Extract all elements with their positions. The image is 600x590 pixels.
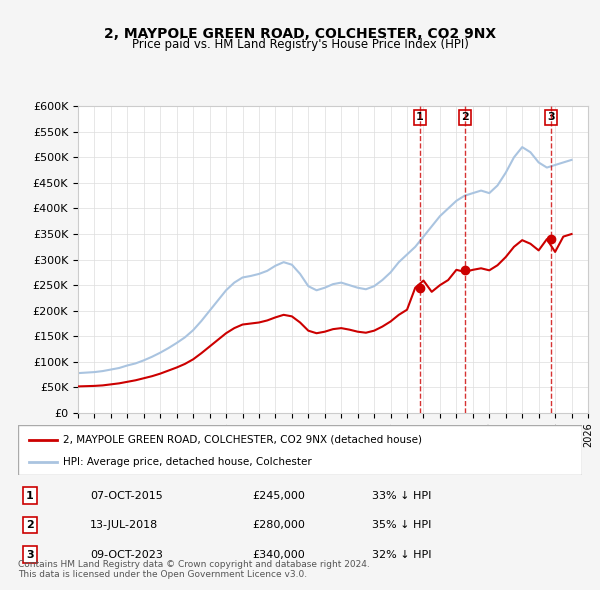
Text: 3: 3 (26, 550, 34, 559)
Text: 35% ↓ HPI: 35% ↓ HPI (372, 520, 431, 530)
Text: 13-JUL-2018: 13-JUL-2018 (90, 520, 158, 530)
Text: £280,000: £280,000 (252, 520, 305, 530)
Text: HPI: Average price, detached house, Colchester: HPI: Average price, detached house, Colc… (63, 457, 312, 467)
Text: 3: 3 (548, 113, 555, 123)
Text: 32% ↓ HPI: 32% ↓ HPI (372, 550, 431, 559)
Text: 2, MAYPOLE GREEN ROAD, COLCHESTER, CO2 9NX: 2, MAYPOLE GREEN ROAD, COLCHESTER, CO2 9… (104, 27, 496, 41)
Text: £245,000: £245,000 (252, 491, 305, 500)
Text: Contains HM Land Registry data © Crown copyright and database right 2024.
This d: Contains HM Land Registry data © Crown c… (18, 560, 370, 579)
Text: Price paid vs. HM Land Registry's House Price Index (HPI): Price paid vs. HM Land Registry's House … (131, 38, 469, 51)
Text: 2, MAYPOLE GREEN ROAD, COLCHESTER, CO2 9NX (detached house): 2, MAYPOLE GREEN ROAD, COLCHESTER, CO2 9… (63, 435, 422, 445)
Text: 09-OCT-2023: 09-OCT-2023 (90, 550, 163, 559)
Text: 2: 2 (26, 520, 34, 530)
Text: £340,000: £340,000 (252, 550, 305, 559)
Text: 2: 2 (461, 113, 469, 123)
Text: 1: 1 (416, 113, 424, 123)
Text: 07-OCT-2015: 07-OCT-2015 (90, 491, 163, 500)
Text: 33% ↓ HPI: 33% ↓ HPI (372, 491, 431, 500)
Text: 1: 1 (26, 491, 34, 500)
FancyBboxPatch shape (18, 425, 582, 475)
